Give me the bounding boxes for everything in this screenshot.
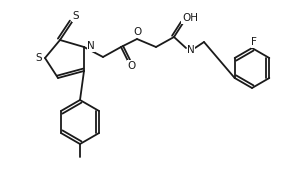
Text: N: N (87, 41, 95, 51)
Text: OH: OH (182, 13, 198, 23)
Text: S: S (36, 53, 42, 63)
Text: O: O (133, 27, 141, 37)
Text: O: O (128, 61, 136, 71)
Text: N: N (187, 45, 195, 55)
Text: S: S (73, 11, 79, 21)
Text: F: F (251, 37, 257, 47)
